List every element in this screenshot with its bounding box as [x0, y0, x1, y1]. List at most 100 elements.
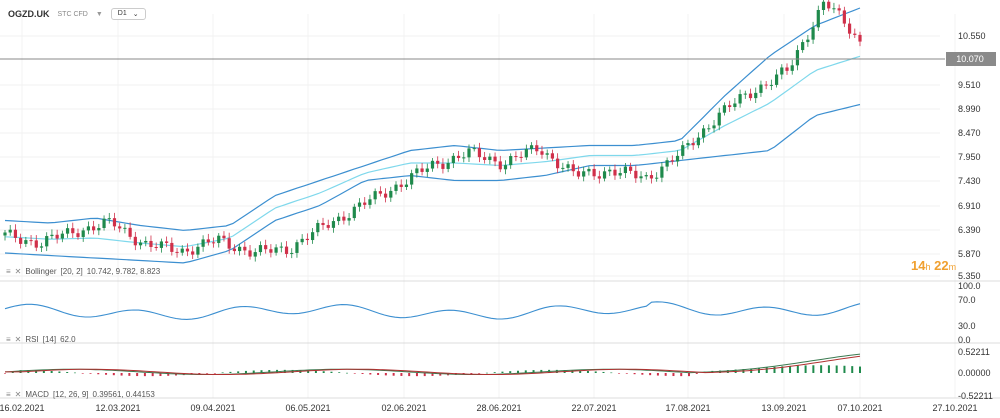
macd-histogram-bar	[423, 373, 426, 377]
macd-histogram-bar	[517, 370, 519, 373]
candle-body	[441, 163, 445, 169]
candle-body	[123, 227, 127, 229]
candle-body	[404, 184, 409, 187]
candle-body	[102, 218, 106, 229]
macd-histogram-bar	[765, 367, 768, 373]
candle-body	[488, 156, 492, 160]
candle-body	[462, 157, 466, 159]
price-tick-label: 6.910	[958, 201, 981, 211]
macd-params: [12, 26, 9]	[52, 390, 89, 399]
candle-body	[92, 226, 96, 231]
timeframe-select[interactable]: D1 ⌄	[110, 8, 146, 20]
symbol-label[interactable]: OGZD.UK	[8, 9, 50, 19]
date-tick-label: 13.09.2021	[761, 403, 806, 413]
candle-body	[258, 245, 263, 253]
candle-body	[451, 155, 455, 164]
axes: 10.550 9.510 8.990 8.470 7.950 7.430 6.910 6.39…	[0, 31, 996, 413]
close-icon[interactable]: ✕	[14, 335, 22, 344]
timer-hours: 14	[911, 258, 926, 273]
close-icon[interactable]: ✕	[14, 390, 22, 399]
candle-body	[373, 191, 377, 200]
macd-histogram-bar	[97, 373, 100, 375]
macd-histogram-bar	[618, 373, 621, 374]
macd-label[interactable]: ≡ ✕ MACD [12, 26, 9] 0.39561, 0.44153	[6, 390, 155, 399]
date-tick-label: 06.05.2021	[285, 403, 330, 413]
candle-body	[363, 202, 367, 205]
candle-body	[342, 216, 346, 221]
macd-histogram-bar	[610, 372, 613, 374]
candle-body	[592, 168, 596, 177]
candle-body	[399, 184, 403, 187]
candle-body	[133, 236, 137, 246]
candle-body	[274, 247, 278, 253]
macd-histogram-bar	[369, 373, 372, 375]
candle-body	[681, 145, 685, 156]
candle-body	[415, 168, 419, 174]
price-tick-label: 7.430	[958, 176, 981, 186]
candle-body	[754, 92, 758, 99]
candle-body	[540, 151, 544, 155]
candle-body	[165, 241, 169, 243]
price-pane[interactable]	[0, 0, 945, 264]
macd-values: 0.39561, 0.44153	[92, 390, 155, 399]
candle-body	[576, 171, 581, 177]
candle-body	[738, 94, 742, 104]
candle-body	[347, 218, 351, 221]
candle-body	[712, 125, 716, 129]
candle-body	[629, 166, 633, 171]
candle-body	[853, 33, 857, 35]
candle-body	[769, 84, 773, 86]
candle-body	[827, 1, 831, 9]
date-tick-label: 22.07.2021	[571, 403, 616, 413]
indicator-menu-icon[interactable]: ≡	[6, 267, 11, 276]
macd-histogram-bar	[586, 370, 589, 373]
candle-body	[634, 170, 638, 179]
macd-histogram-bar	[664, 373, 667, 376]
current-price-tag	[946, 52, 996, 66]
macd-histogram-bar	[493, 372, 496, 373]
candle-body	[623, 166, 627, 174]
macd-histogram-bar	[42, 370, 45, 373]
candle-body	[425, 168, 429, 172]
macd-histogram-bar	[485, 372, 488, 374]
candle-body	[545, 153, 549, 155]
chart-header: OGZD.UK STC CFD ▼ D1 ⌄	[8, 8, 146, 20]
macd-histogram-bar	[322, 371, 325, 373]
candle-body	[253, 252, 257, 257]
chevron-down-icon[interactable]: ▼	[95, 10, 103, 18]
macd-histogram-bar	[353, 373, 356, 374]
macd-histogram-bar	[4, 373, 6, 374]
candle-body	[295, 242, 299, 253]
candle-body	[368, 199, 372, 205]
indicator-menu-icon[interactable]: ≡	[6, 335, 11, 344]
candle-body	[191, 251, 195, 255]
rsi-label[interactable]: ≡ ✕ RSI [14] 62.0	[6, 335, 76, 344]
candle-body	[118, 226, 122, 229]
macd-histogram-bar	[680, 373, 683, 377]
candle-body	[832, 8, 836, 10]
date-tick-label: 16.02.2021	[0, 403, 45, 413]
macd-histogram-bar	[431, 373, 434, 376]
rsi-pane[interactable]	[4, 301, 861, 320]
candle-body	[780, 67, 784, 75]
candle-body	[196, 246, 200, 255]
candle-body	[65, 228, 70, 234]
candle-body	[170, 242, 174, 252]
candle-body	[816, 9, 820, 28]
bollinger-label[interactable]: ≡ ✕ Bollinger [20, 2] 10.742, 9.782, 8.8…	[6, 267, 160, 276]
candle-body	[357, 202, 362, 207]
macd-histogram-bar	[812, 365, 815, 373]
close-icon[interactable]: ✕	[14, 267, 22, 276]
rsi-tick-label: 100.0	[958, 281, 981, 291]
macd-pane[interactable]	[4, 353, 861, 377]
macd-histogram-bar	[843, 365, 846, 373]
rsi-params: [14]	[42, 335, 57, 344]
date-tick-label: 07.10.2021	[837, 403, 882, 413]
macd-name: MACD	[25, 390, 49, 399]
candle-body	[509, 156, 513, 166]
indicator-menu-icon[interactable]: ≡	[6, 390, 11, 399]
price-tick-label: 5.870	[958, 249, 981, 259]
candle-body	[467, 148, 471, 158]
macd-histogram-bar	[796, 365, 799, 373]
